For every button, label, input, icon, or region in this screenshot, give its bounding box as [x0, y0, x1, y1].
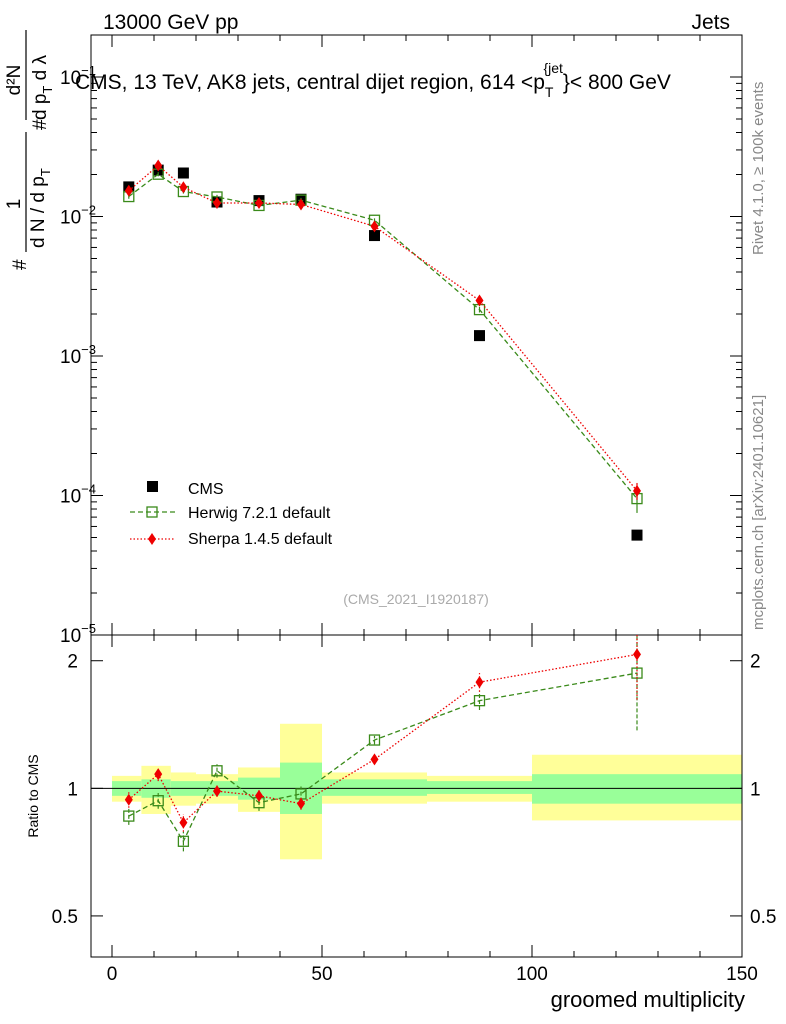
- ylabel-frac2-num: d²N: [4, 65, 25, 96]
- sherpa-main-point: [255, 196, 263, 209]
- cms-main-point: [177, 167, 189, 179]
- sherpa-ratio-point: [475, 676, 484, 689]
- sherpa-main-point: [154, 159, 163, 172]
- ratio-ytick-label: 2: [67, 652, 78, 673]
- ratio-ytick-label-right: 0.5: [750, 907, 776, 928]
- sherpa-main-point: [179, 181, 188, 194]
- ylabel-hash-1: #: [10, 259, 31, 270]
- sherpa-main-point: [633, 484, 641, 497]
- title-pre: CMS, 13 TeV, AK8 jets, central dijet reg…: [75, 71, 545, 94]
- main-ticks: 10−510−410−310−210−1: [60, 35, 743, 647]
- main-ytick-exp: −3: [81, 342, 96, 357]
- x-tick-label: 0: [107, 964, 118, 985]
- sherpa-main-point: [370, 220, 379, 233]
- main-series: [123, 159, 643, 541]
- ratio-ytick-label-right: 2: [750, 652, 761, 673]
- ratio-ytick-label-right: 1: [750, 779, 761, 800]
- main-ytick-base: 10: [60, 486, 81, 507]
- legend-cms-marker: [147, 481, 158, 492]
- main-ytick-label: 10−5: [60, 621, 96, 647]
- x-tick-label: 150: [726, 964, 758, 985]
- sherpa-ratio-point: [154, 768, 163, 781]
- sherpa-main-point: [213, 196, 221, 209]
- herwig-ratio-point: [368, 734, 381, 746]
- title-sup: {jet: [543, 60, 563, 76]
- ratio-frame: [90, 634, 743, 958]
- sherpa-main-point: [475, 294, 484, 307]
- main-y-label: # 1 d N / d pT # d²N d pT d λ: [4, 30, 55, 270]
- sherpa-ratio-point: [213, 785, 221, 798]
- x-tick-label: 50: [311, 964, 332, 985]
- main-ytick-exp: −5: [81, 621, 96, 636]
- ylabel-frac1-den-sub: T: [38, 168, 53, 176]
- cms-main-point: [369, 230, 380, 242]
- main-ytick-base: 10: [60, 207, 81, 228]
- sherpa-ratio-point: [633, 648, 641, 661]
- herwig-ratio-point: [177, 835, 190, 847]
- sherpa-ratio-point: [124, 793, 133, 806]
- herwig-ratio-point: [123, 810, 135, 822]
- ylabel-frac2-den-sub: T: [40, 86, 55, 94]
- sherpa-ratio-point: [255, 789, 263, 802]
- ylabel-frac2-den: d pT d λ: [30, 55, 55, 120]
- rivet-label: Rivet 4.1.0, ≥ 100k events: [750, 82, 767, 255]
- x-tick-label: 100: [516, 964, 548, 985]
- ratio-band-inner: [532, 774, 742, 804]
- herwig-ratio-point: [473, 695, 486, 707]
- ratio-band-inner: [427, 781, 532, 794]
- legend-sherpa-marker: [148, 533, 156, 545]
- sherpa-ratio-point: [179, 816, 188, 829]
- main-ytick-base: 10: [60, 68, 81, 89]
- main-ytick-exp: −1: [81, 63, 96, 78]
- herwig-ratio-point: [152, 795, 164, 807]
- sherpa-ratio-point: [370, 753, 379, 766]
- ratio-band-inner: [322, 779, 427, 796]
- main-ytick-exp: −2: [81, 202, 96, 217]
- header-left: 13000 GeV pp: [103, 11, 238, 34]
- ratio-series: [123, 635, 643, 852]
- sherpa-ratio-line: [128, 653, 638, 824]
- main-ytick-base: 10: [60, 347, 81, 368]
- legend-herwig-label: Herwig 7.2.1 default: [188, 505, 331, 522]
- main-title: CMS, 13 TeV, AK8 jets, central dijet reg…: [75, 60, 671, 100]
- main-ytick-label: 10−2: [60, 202, 96, 228]
- legend: CMS Herwig 7.2.1 default Sherpa 1.4.5 de…: [130, 481, 333, 548]
- header-right: Jets: [691, 11, 730, 34]
- main-panel: 10−510−410−310−210−1 CMS, 13 TeV, AK8 je…: [60, 34, 743, 647]
- ratio-ytick-label: 0.5: [52, 907, 78, 928]
- ylabel-frac1-den: d N / d pT: [28, 168, 53, 248]
- sherpa-ratio-point: [297, 797, 305, 810]
- ratio-panel: 0.5 0.5 1 1 2 2 0 50 100 150: [52, 634, 776, 985]
- herwig-ratio-point: [211, 765, 223, 777]
- ratio-bands: [112, 723, 742, 860]
- main-ytick-exp: −4: [81, 481, 96, 496]
- cms-main-point: [474, 330, 485, 342]
- ylabel-frac1-num: 1: [4, 199, 25, 210]
- ratio-y-label: Ratio to CMS: [25, 754, 41, 837]
- main-ytick-label: 10−1: [60, 63, 96, 89]
- legend-cms-label: CMS: [188, 481, 224, 498]
- herwig-main-line: [128, 173, 638, 500]
- x-axis-label: groomed multiplicity: [551, 987, 745, 1012]
- mcplots-label: mcplots.cern.ch [arXiv:2401.10621]: [750, 395, 767, 630]
- title-sub: T: [545, 84, 554, 100]
- ylabel-frac2-den-text: d p: [30, 94, 51, 120]
- legend-herwig-marker: [146, 506, 158, 518]
- sherpa-main-point: [124, 184, 133, 197]
- main-ytick-base: 10: [60, 626, 81, 647]
- ylabel-frac2-den-tail: d λ: [30, 55, 51, 86]
- ratio-ticks: 0.5 0.5 1 1 2 2 0 50 100 150: [52, 635, 776, 985]
- ylabel-hash-2: #: [30, 119, 51, 130]
- title-post: }< 800 GeV: [563, 71, 671, 94]
- main-ytick-label: 10−4: [60, 481, 96, 507]
- legend-sherpa-label: Sherpa 1.4.5 default: [188, 531, 333, 548]
- sherpa-main-line: [128, 164, 638, 492]
- cms-main-point: [631, 529, 643, 541]
- main-ytick-label: 10−3: [60, 342, 96, 368]
- ylabel-frac1-den-text: d N / d p: [28, 176, 49, 248]
- sherpa-main-point: [297, 198, 305, 211]
- ratio-ytick-label: 1: [67, 779, 78, 800]
- watermark: (CMS_2021_I1920187): [343, 591, 489, 607]
